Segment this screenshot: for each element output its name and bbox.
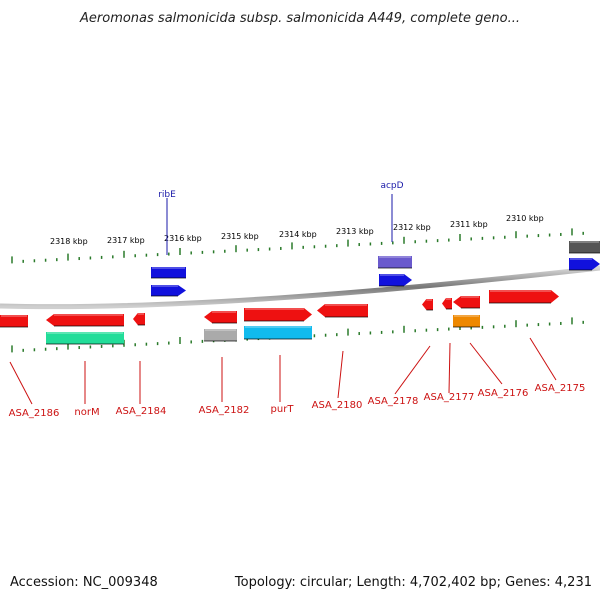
gene-ASA_2182-gray (204, 329, 237, 342)
gene-ASA_2182 (204, 311, 237, 324)
gene-ASA_2175 (489, 290, 559, 304)
bottom-gene-label: ASA_2176 (478, 388, 529, 399)
scale-label: 2311 kbp (450, 220, 488, 229)
bottom-leader-line (394, 345, 431, 395)
gene-ASA_2184 (133, 313, 145, 326)
label-leaders (9, 194, 557, 405)
genome-title: Aeromonas salmonicida subsp. salmonicida… (80, 11, 520, 26)
gene-ASA_2180 (317, 304, 368, 318)
bottom-leader-line (448, 342, 451, 394)
scale-label: 2313 kbp (336, 227, 374, 236)
bottom-gene-label: ASA_2184 (116, 406, 167, 417)
bottom-gene-label: norM (74, 407, 99, 418)
accession-text: Accession: NC_009348 (10, 575, 158, 590)
gene-ribE-block (151, 267, 186, 279)
scale-label: 2317 kbp (107, 236, 145, 245)
bottom-leader-line (337, 350, 344, 399)
top-gene-label: acpD (380, 181, 403, 191)
bottom-gene-label: ASA_2177 (424, 392, 475, 403)
scale-ticks (11, 228, 584, 353)
gene-dark-block (569, 241, 600, 254)
bottom-leader-line (529, 337, 557, 381)
gene-ASA_2178 (422, 299, 433, 311)
gene-ASA_2176-orange (453, 315, 480, 328)
gene-norM (46, 314, 124, 327)
gene-ASA_2177 (442, 298, 452, 310)
gene-features (0, 241, 600, 345)
bottom-gene-label: ASA_2182 (199, 405, 250, 416)
bottom-gene-label: ASA_2186 (9, 408, 60, 419)
bottom-gene-label: ASA_2180 (312, 400, 363, 411)
top-gene-label: ribE (158, 190, 176, 200)
gene-ribE-arrow (151, 285, 186, 297)
scale-labels: 2318 kbp 2317 kbp 2316 kbp 2315 kbp 2314 kbp… (50, 214, 544, 246)
gene-labels: ribE acpD ASA_2186 norM ASA_2184 ASA_2182 purT… (9, 181, 586, 419)
gene-ASA_2186 (0, 315, 28, 328)
gene-blue-edge (569, 258, 600, 271)
gene-ASA_2176 (453, 296, 480, 309)
bottom-leader-line (469, 342, 503, 385)
bottom-gene-label: ASA_2178 (368, 396, 419, 407)
scale-label: 2318 kbp (50, 237, 88, 246)
genome-summary-text: Topology: circular; Length: 4,702,402 bp… (234, 575, 592, 590)
bottom-gene-label: ASA_2175 (535, 383, 586, 394)
genome-backbone (0, 265, 600, 310)
bottom-leader-line (9, 361, 33, 405)
scale-label: 2316 kbp (164, 234, 202, 243)
bottom-gene-label: purT (271, 404, 295, 415)
gene-purT (244, 308, 312, 322)
gene-acpD-arrow (379, 274, 412, 287)
scale-label: 2310 kbp (506, 214, 544, 223)
scale-label: 2314 kbp (279, 230, 317, 239)
scale-label: 2315 kbp (221, 232, 259, 241)
gene-purT-cyan (244, 326, 312, 340)
gene-slate-block (378, 256, 412, 269)
gene-norM-green (46, 332, 124, 345)
scale-label: 2312 kbp (393, 223, 431, 232)
